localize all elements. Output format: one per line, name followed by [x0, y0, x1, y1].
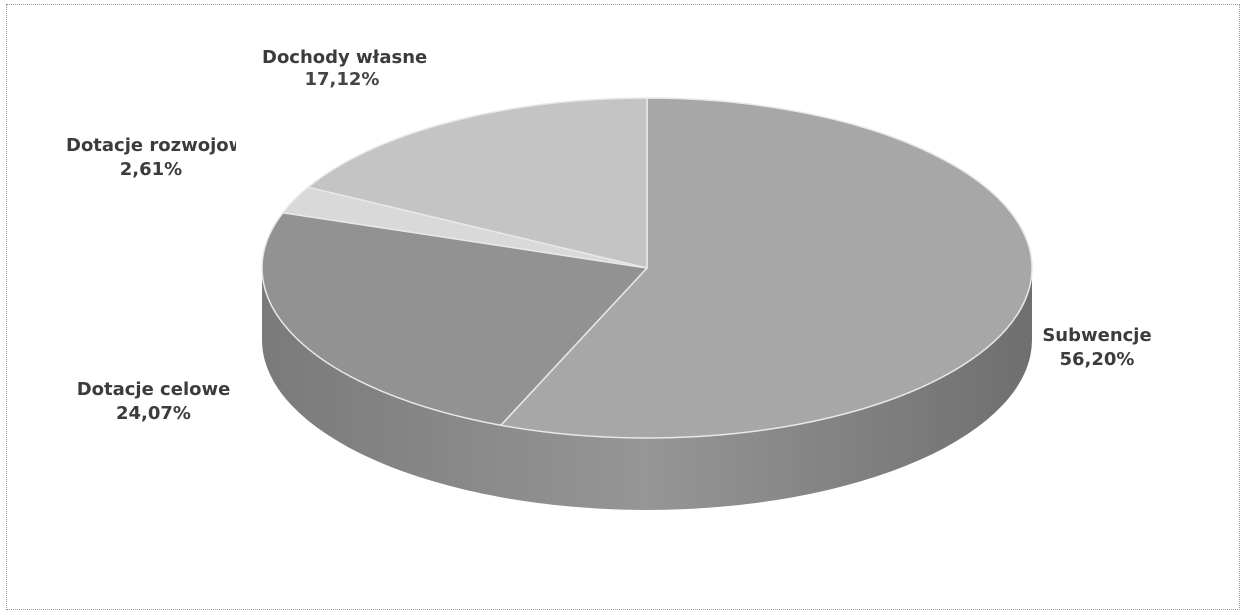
- label-subw-pct: 56,20%: [1059, 349, 1135, 370]
- label-subwencje: Subwencje 56,20%: [1032, 324, 1162, 372]
- pie-slices: [261, 97, 1033, 439]
- pie-slice-dotacje-celowe: [261, 211, 649, 427]
- label-dotacje-rozwojowe: Dotacje rozwojowe 2,61%: [66, 134, 236, 182]
- pie-side-wall: [262, 268, 1032, 510]
- label-dochody-name: Dochody własne: [262, 47, 428, 68]
- pie-side-band: [262, 268, 1032, 510]
- label-dochody-pct: 17,12%: [304, 69, 380, 90]
- label-celowe-pct: 24,07%: [116, 403, 191, 424]
- label-dotacje-celowe: Dotacje celowe 24,07%: [66, 378, 241, 426]
- pie-slice-subwencje: [499, 97, 1033, 439]
- label-subw-name: Subwencje: [1042, 325, 1152, 346]
- chart-frame: [6, 4, 1240, 610]
- label-rozwoj-name: Dotacje rozwojowe: [66, 135, 236, 156]
- pie-slice-dochody-własne: [306, 97, 648, 269]
- label-celowe-name: Dotacje celowe: [76, 379, 231, 400]
- label-rozwoj-pct: 2,61%: [119, 159, 183, 180]
- label-dochody-wlasne: Dochody własne 17,12%: [262, 46, 442, 92]
